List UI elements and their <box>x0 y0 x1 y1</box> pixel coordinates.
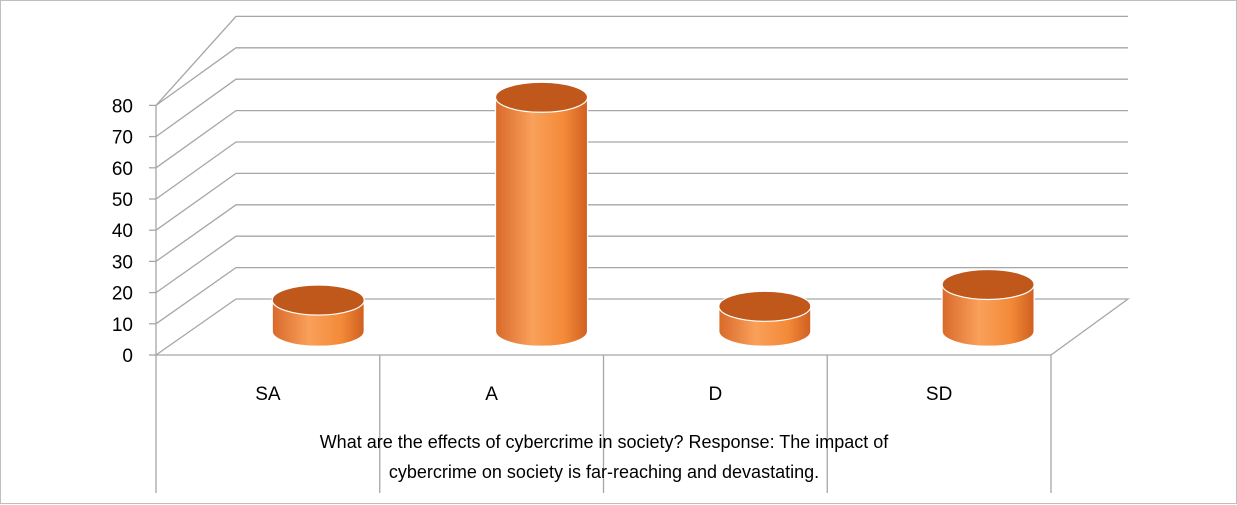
gridline <box>155 204 1128 262</box>
bar-body <box>494 96 589 347</box>
category-label: SD <box>926 384 952 405</box>
bar-A <box>494 81 589 347</box>
gridline <box>155 47 1128 106</box>
bar-top <box>718 290 812 322</box>
category-label: A <box>485 384 498 405</box>
bar-top <box>941 268 1035 301</box>
gridline <box>155 15 1128 106</box>
gridline <box>155 78 1128 138</box>
category-label: SA <box>255 384 281 405</box>
y-axis-ticks: 0 10 20 30 40 50 60 70 80 <box>112 96 156 367</box>
gridline <box>155 266 1128 325</box>
bar-body <box>941 283 1035 347</box>
bars <box>271 81 1035 347</box>
x-axis-title-line-1: What are the effects of cybercrime in so… <box>320 432 890 452</box>
floor-plane <box>153 298 1130 356</box>
gridlines <box>155 15 1128 325</box>
bar-SD <box>941 268 1035 347</box>
gridline <box>155 235 1128 294</box>
y-tick-label: 20 <box>112 284 133 305</box>
gridline <box>155 109 1128 169</box>
x-axis-title-line-2: cybercrime on society is far-reaching an… <box>389 462 819 482</box>
y-tick-label: 50 <box>112 190 133 211</box>
y-tick-label: 0 <box>122 346 133 367</box>
gridline <box>155 172 1128 231</box>
bar-top <box>271 284 365 316</box>
y-tick-label: 10 <box>112 315 133 336</box>
bar-top <box>494 81 589 113</box>
gridline <box>155 141 1128 200</box>
y-tick-label: 30 <box>112 252 133 273</box>
bar-SA <box>271 284 365 347</box>
category-label: D <box>709 384 723 405</box>
x-axis-categories: SA A D SD <box>255 384 952 405</box>
y-tick-label: 60 <box>112 159 133 180</box>
y-tick-label: 40 <box>112 221 133 242</box>
bar-D <box>718 290 812 347</box>
y-tick-label: 70 <box>112 128 133 149</box>
axes <box>153 105 1130 493</box>
y-tick-label: 80 <box>112 96 133 117</box>
